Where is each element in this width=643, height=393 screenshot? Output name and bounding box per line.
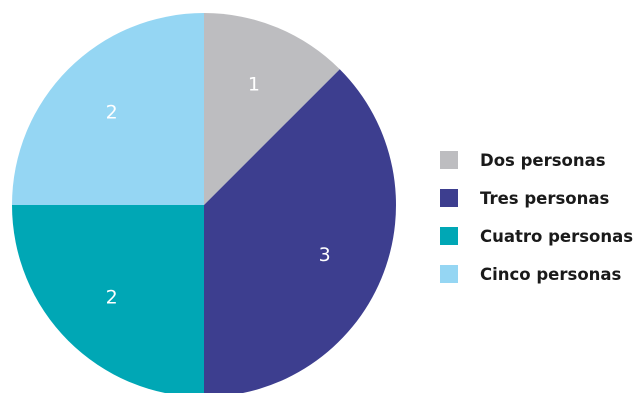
legend-item-cinco-personas: Cinco personas <box>440 261 633 287</box>
legend-item-tres-personas: Tres personas <box>440 185 633 211</box>
legend-swatch-tres-personas <box>440 189 458 207</box>
legend-swatch-dos-personas <box>440 151 458 169</box>
legend-label-dos-personas: Dos personas <box>480 150 606 170</box>
legend-item-cuatro-personas: Cuatro personas <box>440 223 633 249</box>
legend-swatch-cinco-personas <box>440 265 458 283</box>
pie-data-label-cuatro-personas: 2 <box>106 286 118 308</box>
pie-slice-tres-personas <box>204 69 396 393</box>
pie-data-label-tres-personas: 3 <box>319 244 331 266</box>
pie-slice-cinco-personas <box>12 13 204 205</box>
legend-label-cuatro-personas: Cuatro personas <box>480 226 634 246</box>
pie-slice-cuatro-personas <box>12 205 204 393</box>
legend-label-cinco-personas: Cinco personas <box>480 264 622 284</box>
pie-slice-dos-personas <box>204 13 340 205</box>
legend-item-dos-personas: Dos personas <box>440 147 633 173</box>
pie-data-label-dos-personas: 1 <box>248 73 260 95</box>
pie-data-label-cinco-personas: 2 <box>106 102 118 124</box>
legend: Dos personas Tres personas Cuatro person… <box>440 147 633 299</box>
legend-swatch-cuatro-personas <box>440 227 458 245</box>
legend-label-tres-personas: Tres personas <box>480 188 610 208</box>
